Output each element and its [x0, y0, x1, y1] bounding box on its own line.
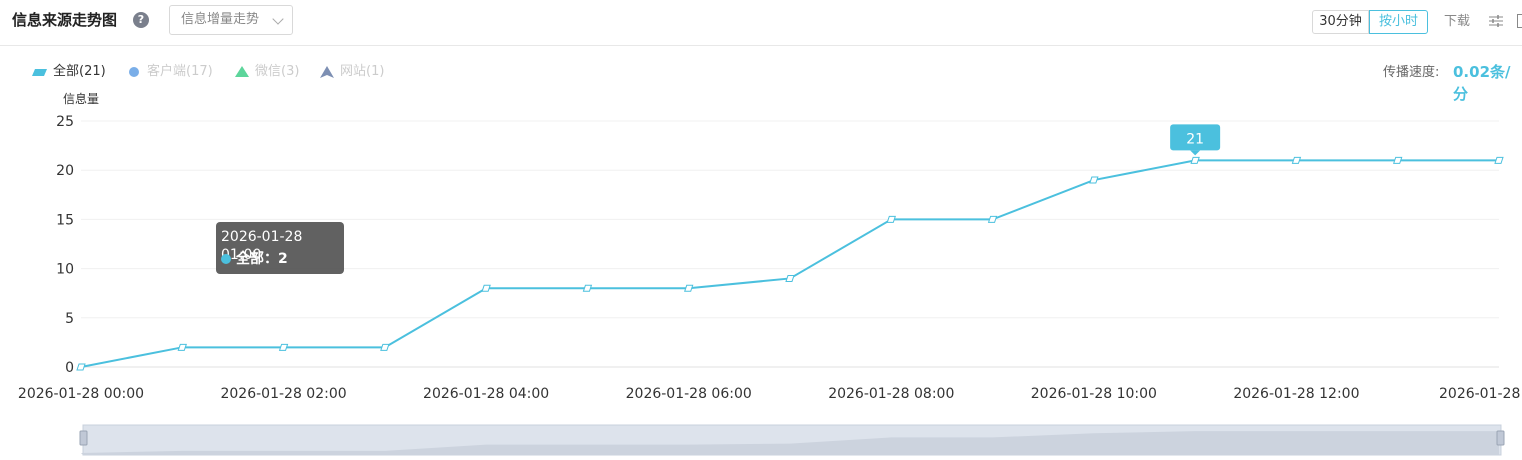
y-tick-label: 0	[65, 360, 74, 376]
x-tick-label: 2026-01-28 08:00	[828, 386, 954, 402]
tooltip-time: 2026-01-28 01:00	[221, 229, 303, 263]
y-axis-label: 信息量	[63, 91, 99, 106]
y-tick-label: 20	[56, 163, 74, 179]
data-point	[1494, 156, 1504, 164]
x-tick-label: 2026-01-28 14:00	[1439, 386, 1522, 402]
x-tick-label: 2026-01-28 00:00	[18, 386, 144, 402]
data-point	[481, 284, 491, 292]
data-point	[582, 284, 593, 292]
data-point	[1089, 176, 1099, 184]
max-value-bubble	[1170, 124, 1221, 151]
tooltip: 2026-01-28 01:00 全部：2	[216, 222, 344, 274]
x-tick-label: 2026-01-28 12:00	[1233, 386, 1359, 402]
triangle-icon	[235, 66, 249, 77]
speed-label: 传播速度:	[1383, 65, 1440, 80]
data-point	[684, 284, 694, 292]
x-tick-label: 2026-01-28 04:00	[423, 386, 549, 402]
y-tick-label: 5	[65, 311, 74, 327]
arrow-icon	[320, 66, 334, 78]
max-value-label: 21	[1186, 131, 1204, 147]
data-point	[278, 343, 289, 351]
interval-hour-button[interactable]: 按小时	[1369, 10, 1428, 34]
header: 信息来源走势图 ? 信息增量走势 30分钟 按小时 下载	[0, 0, 1522, 46]
data-point	[76, 363, 86, 371]
data-point	[380, 343, 390, 351]
data-point	[177, 343, 187, 351]
tooltip-value: 2	[278, 251, 288, 267]
data-point	[1393, 156, 1403, 164]
fullscreen-icon[interactable]	[1517, 14, 1522, 28]
legend-label: 微信(3)	[255, 64, 300, 79]
zoom-slider-preview	[81, 431, 1499, 455]
zoom-handle-left	[79, 430, 88, 446]
question-icon[interactable]: ?	[133, 12, 149, 28]
y-tick-label: 10	[56, 262, 74, 278]
data-point	[987, 215, 998, 223]
filter-icon[interactable]	[1489, 14, 1503, 28]
zoom-handle-right	[1496, 430, 1505, 446]
max-value-pointer	[1190, 150, 1201, 156]
data-point	[1291, 156, 1302, 164]
parallelogram-icon	[32, 69, 47, 76]
interval-30min-button[interactable]: 30分钟	[1312, 10, 1369, 34]
y-tick-label: 15	[56, 212, 74, 228]
data-point	[886, 215, 896, 223]
data-point	[1190, 156, 1200, 164]
data-point	[785, 274, 795, 282]
download-button[interactable]: 下载	[1444, 14, 1471, 29]
page-title: 信息来源走势图	[12, 11, 118, 29]
trend-type-select[interactable]: 信息增量走势	[169, 5, 293, 35]
speed-value: 0.02条/分	[1453, 63, 1511, 103]
trend-type-select-value: 信息增量走势	[181, 12, 260, 27]
tooltip-series-name: 全部	[236, 251, 264, 267]
y-tick-label: 25	[56, 114, 74, 130]
tooltip-series-dot	[221, 254, 231, 264]
tooltip-series-value: 全部：2	[236, 251, 288, 267]
x-tick-label: 2026-01-28 10:00	[1031, 386, 1157, 402]
legend-label: 全部(21)	[53, 64, 106, 79]
legend-label: 网站(1)	[340, 64, 385, 79]
x-tick-label: 2026-01-28 06:00	[626, 386, 752, 402]
circle-icon	[129, 67, 139, 77]
legend-label: 客户端(17)	[147, 64, 213, 79]
x-tick-label: 2026-01-28 02:00	[220, 386, 346, 402]
